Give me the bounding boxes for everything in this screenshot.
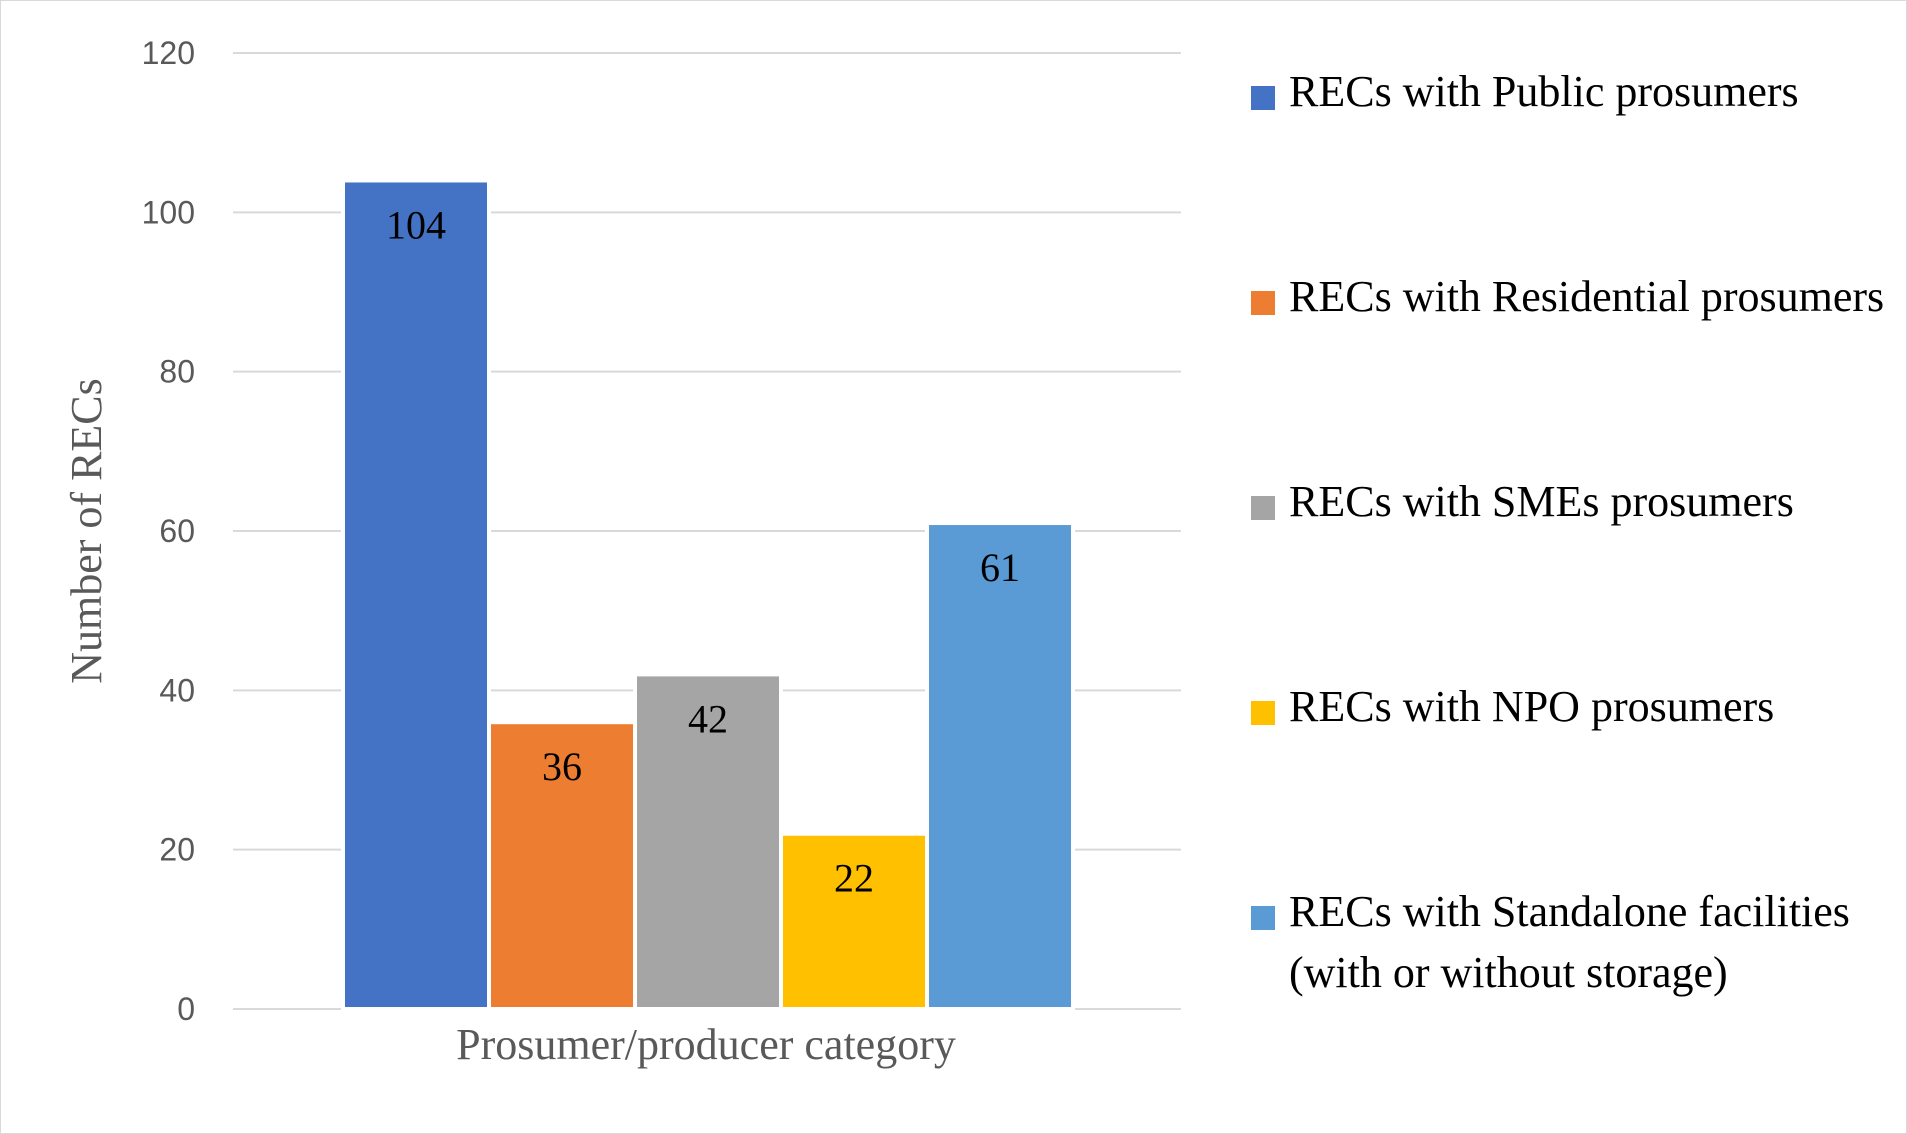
bar-4 bbox=[779, 831, 929, 1011]
legend-swatch bbox=[1251, 496, 1275, 520]
bars bbox=[341, 178, 1075, 1012]
legend-item-5: RECs with Standalone facilities (with or… bbox=[1251, 881, 1891, 1003]
legend-item-4: RECs with NPO prosumers bbox=[1251, 676, 1891, 737]
y-axis-title: Number of RECs bbox=[62, 378, 111, 684]
y-tick-label: 40 bbox=[159, 672, 195, 708]
legend-label: RECs with NPO prosumers bbox=[1289, 682, 1775, 731]
y-tick-label: 60 bbox=[159, 513, 195, 549]
y-tick-label: 0 bbox=[177, 991, 195, 1027]
legend-swatch bbox=[1251, 701, 1275, 725]
legend-item-1: RECs with Public prosumers bbox=[1251, 61, 1891, 122]
legend-swatch bbox=[1251, 906, 1275, 930]
bar-2 bbox=[487, 720, 637, 1011]
bar-5 bbox=[925, 521, 1075, 1011]
legend-label: RECs with Public prosumers bbox=[1289, 67, 1799, 116]
legend-label: RECs with Standalone facilities (with or… bbox=[1289, 887, 1850, 997]
y-tick-label: 20 bbox=[159, 832, 195, 868]
x-axis-title: Prosumer/producer category bbox=[456, 1020, 956, 1069]
data-label-2: 36 bbox=[542, 744, 582, 789]
data-label-5: 61 bbox=[980, 545, 1020, 590]
y-tick-label: 80 bbox=[159, 354, 195, 390]
y-tick-label: 100 bbox=[142, 194, 195, 230]
y-tick-label: 120 bbox=[142, 35, 195, 71]
y-axis-ticks: 0 20 40 60 80 100 120 bbox=[142, 35, 195, 1027]
legend-label: RECs with SMEs prosumers bbox=[1289, 477, 1794, 526]
data-label-1: 104 bbox=[386, 202, 446, 247]
legend-label: RECs with Residential prosumers bbox=[1289, 272, 1885, 321]
bar-1 bbox=[341, 178, 491, 1011]
legend-item-2: RECs with Residential prosumers bbox=[1251, 266, 1891, 327]
legend-swatch bbox=[1251, 291, 1275, 315]
legend-swatch bbox=[1251, 86, 1275, 110]
data-labels: 104 36 42 22 61 bbox=[386, 202, 1020, 900]
legend-item-3: RECs with SMEs prosumers bbox=[1251, 471, 1891, 532]
data-label-3: 42 bbox=[688, 696, 728, 741]
data-label-4: 22 bbox=[834, 856, 874, 901]
